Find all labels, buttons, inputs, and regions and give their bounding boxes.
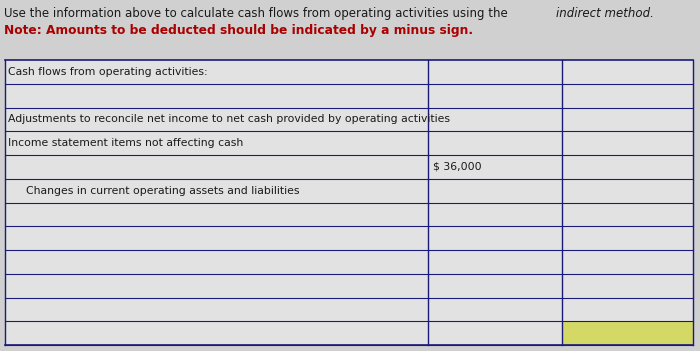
Text: Cash flows from operating activities:: Cash flows from operating activities: [8, 67, 208, 77]
Text: Use the information above to calculate cash flows from operating activities usin: Use the information above to calculate c… [4, 7, 512, 20]
Text: Changes in current operating assets and liabilities: Changes in current operating assets and … [26, 186, 300, 196]
Text: Note: Amounts to be deducted should be indicated by a minus sign.: Note: Amounts to be deducted should be i… [4, 24, 473, 37]
Text: Adjustments to reconcile net income to net cash provided by operating activities: Adjustments to reconcile net income to n… [8, 114, 450, 124]
Bar [5, 60, 693, 345]
Bar [562, 321, 693, 345]
Text: indirect method.: indirect method. [556, 7, 654, 20]
Text: Income statement items not affecting cash: Income statement items not affecting cas… [8, 138, 244, 148]
Text: $ 36,000: $ 36,000 [433, 162, 482, 172]
